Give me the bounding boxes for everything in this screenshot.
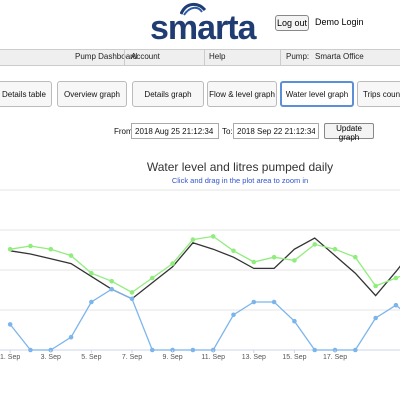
x-tick-label: 13. Sep: [242, 354, 266, 361]
nav-help[interactable]: Help: [209, 52, 226, 61]
data-point[interactable]: [109, 278, 114, 284]
data-point[interactable]: [271, 254, 277, 260]
data-point[interactable]: [170, 261, 175, 266]
chart-subtitle: Click and drag in the plot area to zoom …: [171, 176, 309, 185]
data-point[interactable]: [373, 283, 378, 289]
x-tick-label: 9. Sep: [162, 354, 182, 361]
to-label: To:: [222, 127, 233, 136]
data-point[interactable]: [68, 334, 74, 340]
user-name: Demo Login: [315, 17, 364, 27]
data-point[interactable]: [292, 258, 297, 263]
data-point[interactable]: [312, 347, 318, 353]
from-label: From:: [114, 127, 135, 136]
nav-divider: [204, 50, 205, 65]
chart-title: Water level and litres pumped daily: [146, 160, 334, 174]
x-tick-label: 3. Sep: [41, 354, 61, 361]
x-tick-label: 15. Sep: [282, 354, 306, 361]
data-point[interactable]: [271, 299, 277, 305]
tab-flow-level-graph[interactable]: Flow & level graph: [207, 81, 277, 107]
main-nav: Pump Dashboard Account Help Pump: Smarta…: [0, 49, 400, 66]
data-point[interactable]: [89, 270, 94, 276]
logo-swoosh-icon: [180, 3, 206, 16]
data-point[interactable]: [292, 318, 297, 324]
nav-divider: [280, 50, 281, 65]
tab-details-graph[interactable]: Details graph: [132, 81, 204, 107]
nav-account[interactable]: Account: [131, 52, 160, 61]
data-point[interactable]: [231, 312, 236, 318]
tab-details-table[interactable]: Details table: [0, 81, 52, 107]
x-tick-label: 7. Sep: [122, 354, 142, 361]
data-point[interactable]: [7, 246, 13, 252]
x-tick-label: 5. Sep: [81, 354, 101, 361]
data-point[interactable]: [393, 302, 399, 308]
pump-selector[interactable]: Smarta Office: [315, 52, 364, 61]
data-point[interactable]: [129, 296, 135, 302]
tab-trips-counter[interactable]: Trips counter: [357, 81, 400, 107]
nav-divider: [124, 50, 125, 65]
data-point[interactable]: [89, 299, 94, 305]
data-point[interactable]: [353, 254, 358, 260]
data-point[interactable]: [231, 248, 236, 254]
data-point[interactable]: [149, 275, 155, 281]
data-point[interactable]: [28, 243, 33, 249]
data-point[interactable]: [332, 246, 338, 252]
data-point[interactable]: [149, 347, 155, 353]
data-point[interactable]: [190, 347, 196, 353]
update-graph-button[interactable]: Update graph: [324, 123, 374, 142]
x-axis-ticks: 1. Sep 3. Sep 5. Sep 7. Sep 9. Sep 11. Sep 13.…: [0, 350, 347, 361]
data-point[interactable]: [48, 246, 54, 252]
series-line-0[interactable]: [10, 237, 400, 300]
tab-overview-graph[interactable]: Overview graph: [57, 81, 127, 107]
data-point[interactable]: [251, 299, 257, 305]
data-point[interactable]: [353, 347, 358, 353]
x-tick-label: 11. Sep: [201, 354, 225, 361]
chart-series: [7, 234, 400, 353]
brand-logo[interactable]: smarta: [150, 9, 257, 47]
data-point[interactable]: [109, 286, 114, 292]
series-line-1[interactable]: [10, 235, 400, 294]
tab-water-level-graph[interactable]: Water level graph: [280, 81, 354, 107]
data-point[interactable]: [210, 234, 216, 239]
series-line-2[interactable]: [9, 288, 400, 351]
x-tick-label: 17. Sep: [323, 354, 347, 361]
pump-label: Pump:: [286, 52, 310, 61]
data-point[interactable]: [312, 242, 318, 247]
data-point[interactable]: [393, 275, 399, 281]
data-point[interactable]: [373, 315, 378, 321]
x-tick-label: 1. Sep: [0, 354, 20, 361]
data-point[interactable]: [251, 259, 257, 265]
data-point[interactable]: [129, 290, 135, 295]
data-point[interactable]: [28, 347, 33, 353]
logout-button[interactable]: Log out: [275, 15, 309, 31]
data-point[interactable]: [190, 237, 196, 242]
data-point[interactable]: [68, 253, 74, 258]
from-date-input[interactable]: [131, 123, 219, 139]
chart-gridlines: [0, 189, 400, 351]
nav-pump-dashboard[interactable]: Pump Dashboard: [75, 52, 138, 61]
data-point[interactable]: [7, 322, 13, 327]
to-date-input[interactable]: [233, 123, 319, 139]
